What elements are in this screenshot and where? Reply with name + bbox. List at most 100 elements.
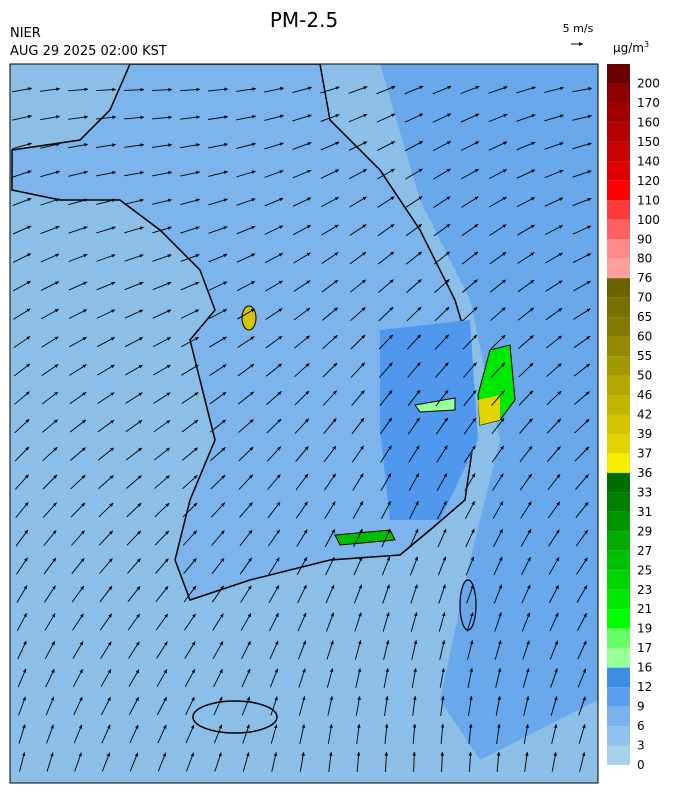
wind-arrow-head — [416, 362, 421, 367]
wind-arrow-head — [84, 87, 88, 92]
wind-arrow-head — [84, 143, 88, 147]
wind-arrow-head — [275, 613, 279, 618]
colorbar-label: 42 — [637, 408, 652, 422]
wind-arrow-head — [556, 501, 560, 506]
wind-arrow-head — [554, 668, 558, 673]
wind-arrow-head — [136, 586, 141, 591]
wind-arrow-head — [529, 363, 534, 367]
wind-arrow-head — [363, 141, 368, 145]
wind-arrow-head — [83, 170, 88, 175]
wind-arrow-head — [414, 556, 419, 561]
wind-arrow-head — [136, 613, 140, 618]
wind-arrow-head — [82, 364, 87, 369]
wind-arrow-head — [416, 390, 421, 395]
wind-arrow-head — [52, 585, 56, 590]
wind-arrow-head — [412, 752, 417, 756]
wind-arrow-head — [388, 390, 393, 395]
wind-arrow-head — [165, 447, 170, 452]
wind-arrow-head — [500, 418, 505, 423]
wind-arrow-head — [24, 529, 28, 534]
wind-arrow-head — [166, 392, 171, 397]
wind-arrow-head — [167, 226, 172, 230]
wind-arrow-head — [221, 475, 226, 479]
wind-arrow-head — [559, 169, 564, 174]
wind-arrow-head — [219, 641, 223, 646]
wind-arrow-head — [139, 254, 144, 258]
colorbar-label: 120 — [637, 174, 660, 188]
wind-arrow-head — [359, 529, 363, 534]
wind-arrow-head — [444, 417, 448, 422]
wind-arrow-head — [503, 113, 508, 118]
wind-arrow-head — [445, 251, 450, 256]
colorbar-label: 9 — [637, 700, 645, 714]
wind-arrow-head — [389, 279, 394, 284]
wind-arrow-head — [279, 225, 284, 229]
wind-arrow-head — [386, 612, 390, 617]
wind-arrow-head — [23, 585, 28, 590]
wind-arrow-head — [166, 420, 171, 424]
wind-arrow-head — [413, 612, 418, 617]
wind-arrow-head — [586, 281, 591, 285]
wind-arrow-head — [26, 336, 31, 340]
wind-arrow-head — [305, 335, 310, 340]
wind-arrow-head — [220, 558, 225, 563]
wind-arrow-head — [503, 141, 508, 145]
wind-arrow-head — [305, 418, 309, 423]
colorbar-segment — [607, 317, 630, 337]
wind-arrow-head — [24, 502, 29, 507]
wind-arrow-head — [223, 198, 228, 202]
colorbar-segment — [607, 239, 630, 259]
wind-arrow-head — [528, 418, 533, 423]
wind-arrow-head — [81, 447, 86, 452]
wind-arrow-head — [358, 556, 363, 561]
wind-arrow-head — [196, 143, 200, 147]
colorbar: 2001701601501401201101009080767065605550… — [607, 64, 660, 772]
colorbar-label: 37 — [637, 446, 652, 460]
wind-arrow-head — [502, 252, 507, 256]
wind-arrow-head — [138, 337, 143, 341]
wind-arrow-head — [390, 141, 395, 145]
wind-arrow-head — [53, 419, 58, 424]
wind-arrow-head — [329, 724, 333, 728]
wind-arrow-head — [78, 724, 83, 729]
wind-arrow-head — [273, 752, 278, 757]
wind-arrow-head — [52, 502, 57, 507]
wind-arrow-head — [165, 530, 169, 535]
wind-arrow-head — [363, 86, 368, 90]
wind-arrow-head — [82, 309, 87, 313]
wind-arrow-head — [165, 475, 170, 480]
wind-arrow-head — [445, 279, 450, 284]
wind-arrow-head — [303, 557, 307, 562]
wind-arrow-head — [559, 197, 564, 201]
colorbar-label: 65 — [637, 310, 652, 324]
wind-arrow-head — [139, 226, 144, 230]
wind-arrow-head — [587, 225, 592, 230]
wind-arrow-head — [80, 530, 85, 535]
wind-arrow-head — [304, 474, 309, 478]
wind-arrow-head — [224, 115, 228, 119]
wind-arrow-head — [135, 669, 140, 674]
wind-arrow-head — [50, 724, 54, 729]
wind-arrow-head — [307, 169, 312, 174]
wind-arrow-head — [442, 584, 446, 589]
wind-arrow-head — [528, 473, 532, 478]
wind-arrow-head — [221, 447, 226, 452]
wind-arrow-head — [167, 309, 172, 313]
wind-arrow-head — [301, 696, 306, 701]
wind-arrow-head — [82, 392, 87, 396]
wind-arrow-head — [137, 447, 142, 452]
wind-arrow-head — [306, 308, 311, 312]
wind-arrow-head — [357, 724, 361, 728]
wind-arrow-head — [246, 668, 251, 673]
wind-arrow-head — [334, 224, 339, 229]
wind-arrow-head — [528, 446, 533, 451]
wind-arrow-head — [582, 668, 587, 673]
colorbar-segment — [607, 258, 630, 279]
wind-arrow-head — [276, 529, 280, 534]
wind-arrow-head — [445, 307, 450, 311]
wind-arrow-head — [498, 612, 502, 617]
wind-arrow-head — [497, 724, 501, 728]
colorbar-segment — [607, 414, 630, 434]
wind-arrow-head — [164, 586, 169, 591]
wind-arrow-head — [559, 86, 564, 91]
